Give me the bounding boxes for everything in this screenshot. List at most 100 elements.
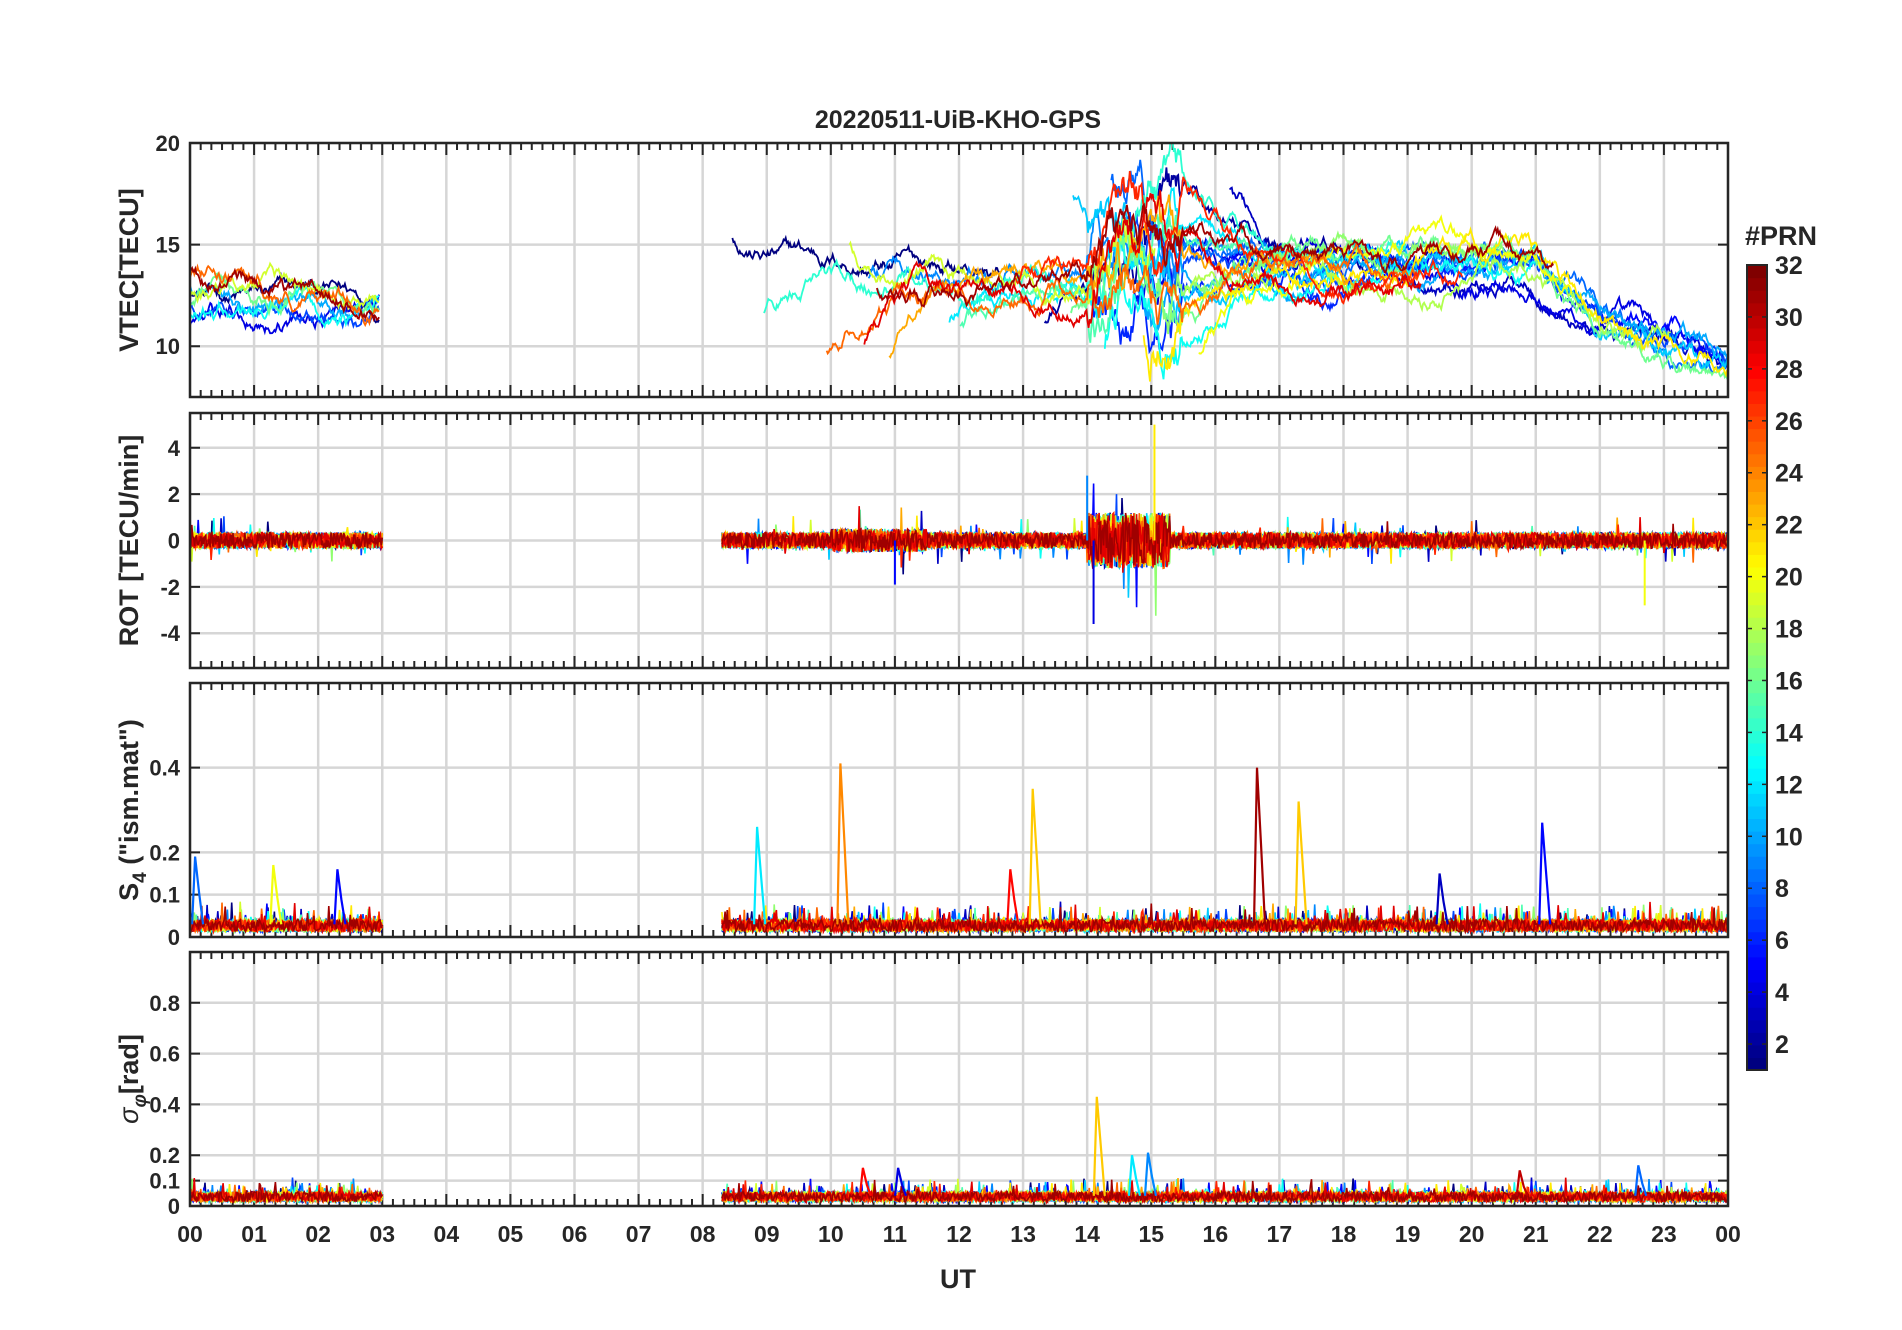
colorbar-band (1747, 265, 1767, 279)
s4-spike (1252, 767, 1267, 925)
vtec-series-prn-27 (1014, 171, 1463, 305)
colorbar-band (1747, 302, 1767, 316)
colorbar-band (1747, 579, 1767, 593)
vtec-series-prn-31 (876, 202, 1554, 308)
colorbar-tick-label: 26 (1775, 408, 1803, 436)
colorbar-tick-label: 32 (1775, 252, 1803, 280)
s4-series-prn-31 (190, 905, 384, 934)
x-tick-label: 01 (241, 1221, 267, 1247)
colorbar-band (1747, 1044, 1767, 1059)
colorbar-band (1747, 717, 1767, 731)
colorbar-band (1747, 378, 1767, 392)
panel-vtec: 10 15 20 VTEC[TECU] (114, 131, 1730, 399)
colorbar-band (1747, 919, 1767, 933)
vtec-series-prn-29 (863, 190, 1422, 345)
vtec-series-prn-17 (1155, 230, 1539, 335)
s4-spike (333, 869, 347, 925)
colorbar-band (1747, 944, 1767, 958)
s4-series (190, 763, 1728, 936)
x-tick-label: 10 (818, 1221, 844, 1247)
colorbar-band (1747, 315, 1767, 329)
colorbar-tick-label: 6 (1775, 927, 1789, 955)
x-tick-label: 03 (369, 1221, 395, 1247)
x-tick-label: 00 (177, 1221, 203, 1247)
vtec-y-axis-label: VTEC[TECU] (114, 188, 144, 352)
x-tick-label: 02 (305, 1221, 331, 1247)
x-tick-label: 07 (626, 1221, 652, 1247)
x-tick-label: 23 (1651, 1221, 1677, 1247)
sigma-y-tick-label: 0.1 (149, 1169, 180, 1194)
colorbar-band (1747, 931, 1767, 945)
colorbar-band (1747, 843, 1767, 857)
colorbar-band (1747, 1007, 1767, 1021)
colorbar-band (1747, 742, 1767, 757)
x-tick-label: 18 (1331, 1221, 1357, 1247)
x-tick-label: 20 (1459, 1221, 1485, 1247)
colorbar-band (1747, 642, 1767, 656)
rot-y-tick-label: 0 (168, 529, 180, 554)
colorbar-band (1747, 604, 1767, 618)
colorbar-band (1747, 441, 1767, 455)
vtec-series-prn-4 (190, 294, 380, 336)
colorbar-frame (1746, 264, 1768, 1071)
sigma-spike (894, 1167, 908, 1197)
colorbar-band (1747, 466, 1767, 480)
colorbar-band (1747, 768, 1767, 782)
colorbar-band (1747, 415, 1767, 430)
rot-frame (188, 411, 1730, 670)
sigma-spike (858, 1167, 872, 1197)
rot-series-prn-9 (721, 514, 1728, 589)
colorbar-band (1747, 390, 1767, 404)
s4-y-tick-label: 0.2 (149, 840, 180, 865)
colorbar-band (1747, 353, 1767, 367)
s4-spike (1294, 801, 1308, 925)
sigma-series-prn-31 (190, 1182, 383, 1204)
sigma-grid (188, 952, 1730, 1208)
colorbar-band (1747, 805, 1767, 820)
colorbar-band (1747, 730, 1767, 744)
rot-series-prn-31 (190, 524, 384, 551)
x-tick-label: 00 (1715, 1221, 1741, 1247)
colorbar-band (1747, 969, 1767, 983)
sigma-y-tick-label: 0.6 (149, 1042, 180, 1067)
colorbar-tick-label: 10 (1775, 823, 1803, 851)
x-tick-label: 12 (946, 1221, 972, 1247)
colorbar-tick-label: 18 (1775, 616, 1803, 644)
rot-y-tick-label: -4 (160, 621, 180, 646)
panel-rot: -4 -2 0 2 4 ROT [TECU/min] (114, 411, 1730, 670)
colorbar-band (1747, 617, 1767, 631)
colorbar-tick-label: 16 (1775, 667, 1803, 695)
colorbar-band (1747, 705, 1767, 719)
s4-spike (1538, 822, 1552, 925)
s4-grid (188, 683, 1730, 939)
x-tick-labels: 00 01 02 03 04 05 06 07 08 09 10 11 12 13 14 15 16 17 18 19… (177, 1221, 1741, 1247)
colorbar-tick-label: 8 (1775, 875, 1789, 903)
vtec-y-tick-label: 10 (156, 334, 180, 359)
colorbar-band (1747, 503, 1767, 518)
x-tick-label: 19 (1395, 1221, 1421, 1247)
vtec-series-prn-1 (190, 271, 380, 324)
colorbar-band (1747, 554, 1767, 568)
chart-title: 20220511-UiB-KHO-GPS (815, 106, 1101, 134)
sigma-frame (188, 950, 1730, 1208)
x-tick-label: 08 (690, 1221, 716, 1247)
x-tick-label: 21 (1523, 1221, 1549, 1247)
colorbar-band (1747, 566, 1767, 581)
sigma-spike (1127, 1155, 1142, 1197)
panel-sigma: 00.10.2 0.4 0.6 0.8 σφ[rad] (114, 950, 1730, 1219)
vtec-series-prn-31 (190, 265, 380, 323)
colorbar-band (1747, 981, 1767, 996)
colorbar-label: #PRN (1745, 221, 1817, 251)
colorbar-band (1747, 793, 1767, 807)
colorbar-band (1747, 327, 1767, 342)
colorbar-tick-label: 20 (1775, 564, 1803, 592)
x-axis-label: UT (940, 1264, 976, 1294)
colorbar-band (1747, 818, 1767, 832)
vtec-series (190, 143, 1728, 382)
sigma-spike (1143, 1152, 1158, 1197)
colorbar-band (1747, 453, 1767, 467)
rot-y-tick-label: 2 (168, 482, 180, 507)
colorbar-band (1747, 365, 1767, 379)
s4-spike (1028, 788, 1042, 925)
